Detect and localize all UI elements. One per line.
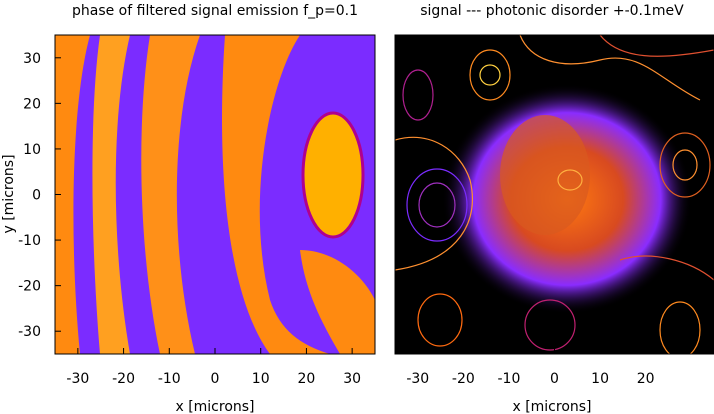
left-x-ticks: -30 -20 -10 0 10 20 30 xyxy=(66,348,361,387)
y-tick-label: -30 xyxy=(18,324,41,340)
right-x-label: x [microns] xyxy=(512,399,591,414)
x-tick-label: -30 xyxy=(66,371,89,387)
x-tick-label: 0 xyxy=(550,371,559,387)
y-tick-label: 30 xyxy=(23,51,41,67)
right-x-ticks: -30 -20 -10 0 10 20 xyxy=(406,348,655,387)
left-panel: phase of filtered signal emission f_p=0.… xyxy=(1,3,376,414)
disorder-contours xyxy=(395,35,714,354)
right-title: signal --- photonic disorder +-0.1meV xyxy=(420,3,684,19)
y-tick-label: 10 xyxy=(23,142,41,158)
x-tick-label: -20 xyxy=(112,371,135,387)
left-title: phase of filtered signal emission f_p=0.… xyxy=(72,3,358,19)
x-tick-label: -10 xyxy=(497,371,520,387)
x-tick-label: 10 xyxy=(252,371,270,387)
right-heatmap xyxy=(395,35,714,354)
y-tick-label: -10 xyxy=(18,233,41,249)
x-tick-label: 10 xyxy=(591,371,609,387)
left-x-label: x [microns] xyxy=(175,399,254,414)
x-tick-label: 30 xyxy=(343,371,361,387)
y-tick-label: 0 xyxy=(32,188,41,204)
right-panel: signal --- photonic disorder +-0.1meV xyxy=(394,3,714,414)
x-tick-label: 20 xyxy=(637,371,655,387)
left-heatmap xyxy=(55,35,375,354)
left-y-label: y [microns] xyxy=(1,154,17,233)
y-tick-label: 20 xyxy=(23,96,41,112)
x-tick-label: -20 xyxy=(452,371,475,387)
y-tick-label: -20 xyxy=(18,279,41,295)
x-tick-label: -10 xyxy=(158,371,181,387)
x-tick-label: 20 xyxy=(298,371,316,387)
left-y-ticks: -30 -20 -10 0 10 20 30 xyxy=(18,51,61,340)
x-tick-label: 0 xyxy=(211,371,220,387)
x-tick-label: -30 xyxy=(406,371,429,387)
